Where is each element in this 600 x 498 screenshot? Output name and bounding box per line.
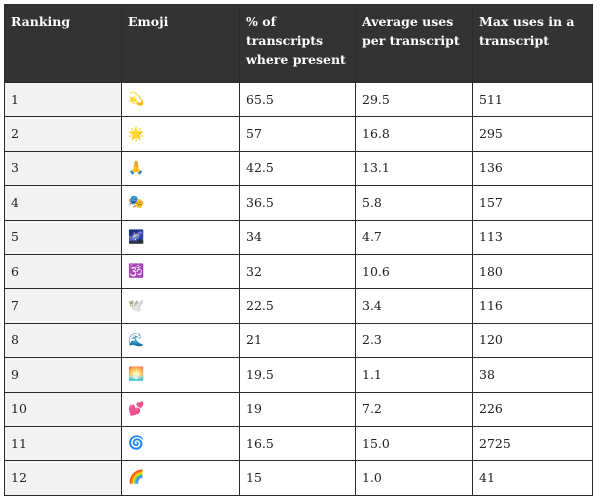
- table-row: 3 🙏 42.5 13.1 136: [4, 150, 593, 187]
- header-percent-transcripts: % of transcripts where present: [239, 4, 356, 83]
- cell-average: 29.5: [355, 81, 473, 118]
- cell-ranking: 7: [4, 288, 122, 324]
- dove-emoji-icon: 🕊️: [128, 298, 145, 314]
- cell-ranking: 6: [4, 253, 122, 290]
- header-emoji: Emoji: [121, 4, 240, 83]
- cell-average: 5.8: [355, 185, 473, 221]
- cell-average: 7.2: [355, 391, 473, 427]
- cell-emoji: 🌟: [121, 116, 240, 152]
- glowing-star-emoji-icon: 🌟: [128, 126, 145, 142]
- milky-way-emoji-icon: 🌌: [128, 229, 145, 245]
- cell-percent: 32: [239, 253, 356, 290]
- cell-max: 38: [472, 357, 593, 393]
- cyclone-emoji-icon: 🌀: [128, 436, 145, 452]
- cell-average: 10.6: [355, 253, 473, 290]
- cell-percent: 65.5: [239, 81, 356, 118]
- cell-max: 41: [472, 460, 593, 496]
- cell-max: 295: [472, 116, 593, 152]
- table-row: 6 🕉️ 32 10.6 180: [4, 253, 593, 290]
- cell-ranking: 11: [4, 425, 122, 462]
- cell-ranking: 2: [4, 116, 122, 152]
- table-row: 12 🌈 15 1.0 41: [4, 460, 593, 496]
- cell-emoji: 💕: [121, 391, 240, 427]
- cell-average: 13.1: [355, 150, 473, 187]
- cell-emoji: 🌅: [121, 357, 240, 393]
- cell-max: 180: [472, 253, 593, 290]
- cell-percent: 15: [239, 460, 356, 496]
- cell-emoji: 🕉️: [121, 253, 240, 290]
- cell-max: 2725: [472, 425, 593, 462]
- cell-average: 4.7: [355, 219, 473, 255]
- cell-percent: 57: [239, 116, 356, 152]
- table-row: 10 💕 19 7.2 226: [4, 391, 593, 427]
- cell-average: 16.8: [355, 116, 473, 152]
- cell-percent: 19.5: [239, 357, 356, 393]
- cell-percent: 16.5: [239, 425, 356, 462]
- cell-max: 113: [472, 219, 593, 255]
- table-row: 8 🌊 21 2.3 120: [4, 322, 593, 359]
- om-emoji-icon: 🕉️: [128, 264, 145, 280]
- table-row: 2 🌟 57 16.8 295: [4, 116, 593, 152]
- cell-emoji: 🌌: [121, 219, 240, 255]
- cell-max: 157: [472, 185, 593, 221]
- table-row: 4 🎭 36.5 5.8 157: [4, 185, 593, 221]
- cell-max: 226: [472, 391, 593, 427]
- folded-hands-emoji-icon: 🙏: [128, 160, 145, 176]
- table-row: 5 🌌 34 4.7 113: [4, 219, 593, 255]
- header-ranking: Ranking: [4, 4, 122, 83]
- cell-emoji: 🕊️: [121, 288, 240, 324]
- cell-ranking: 1: [4, 81, 122, 118]
- rainbow-emoji-icon: 🌈: [128, 470, 145, 486]
- performing-arts-emoji-icon: 🎭: [128, 195, 145, 211]
- cell-ranking: 5: [4, 219, 122, 255]
- table-row: 1 💫 65.5 29.5 511: [4, 81, 593, 118]
- cell-average: 1.1: [355, 357, 473, 393]
- water-wave-emoji-icon: 🌊: [128, 332, 145, 348]
- cell-emoji: 🙏: [121, 150, 240, 187]
- cell-percent: 42.5: [239, 150, 356, 187]
- table-header-row: Ranking Emoji % of transcripts where pre…: [4, 4, 593, 83]
- table-row: 11 🌀 16.5 15.0 2725: [4, 425, 593, 462]
- cell-max: 120: [472, 322, 593, 359]
- cell-ranking: 8: [4, 322, 122, 359]
- cell-percent: 34: [239, 219, 356, 255]
- cell-emoji: 🌊: [121, 322, 240, 359]
- cell-percent: 21: [239, 322, 356, 359]
- cell-max: 511: [472, 81, 593, 118]
- cell-percent: 36.5: [239, 185, 356, 221]
- cell-percent: 22.5: [239, 288, 356, 324]
- table-row: 9 🌅 19.5 1.1 38: [4, 357, 593, 393]
- cell-emoji: 🌀: [121, 425, 240, 462]
- cell-emoji: 🎭: [121, 185, 240, 221]
- cell-ranking: 10: [4, 391, 122, 427]
- cell-max: 116: [472, 288, 593, 324]
- emoji-usage-table: Ranking Emoji % of transcripts where pre…: [4, 4, 593, 496]
- cell-ranking: 9: [4, 357, 122, 393]
- cell-average: 3.4: [355, 288, 473, 324]
- cell-percent: 19: [239, 391, 356, 427]
- table-row: 7 🕊️ 22.5 3.4 116: [4, 288, 593, 324]
- cell-emoji: 💫: [121, 81, 240, 118]
- cell-average: 1.0: [355, 460, 473, 496]
- cell-average: 15.0: [355, 425, 473, 462]
- cell-max: 136: [472, 150, 593, 187]
- two-hearts-emoji-icon: 💕: [128, 401, 145, 417]
- header-max-uses: Max uses in a transcript: [472, 4, 593, 83]
- cell-ranking: 12: [4, 460, 122, 496]
- sunrise-emoji-icon: 🌅: [128, 367, 145, 383]
- cell-emoji: 🌈: [121, 460, 240, 496]
- cell-average: 2.3: [355, 322, 473, 359]
- cell-ranking: 4: [4, 185, 122, 221]
- dizzy-emoji-icon: 💫: [128, 92, 145, 108]
- header-average-uses: Average uses per transcript: [355, 4, 473, 83]
- emoji-usage-table-container: Ranking Emoji % of transcripts where pre…: [4, 4, 593, 496]
- cell-ranking: 3: [4, 150, 122, 187]
